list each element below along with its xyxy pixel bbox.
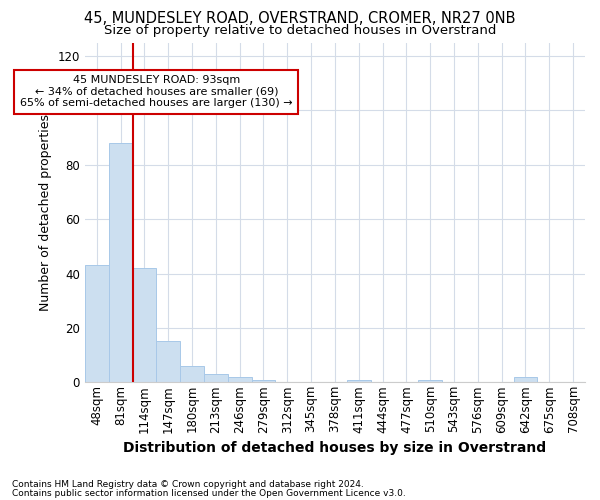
Text: Size of property relative to detached houses in Overstrand: Size of property relative to detached ho… — [104, 24, 496, 37]
Bar — [251, 380, 275, 382]
Y-axis label: Number of detached properties: Number of detached properties — [39, 114, 52, 311]
Bar — [204, 374, 228, 382]
Bar — [133, 268, 157, 382]
X-axis label: Distribution of detached houses by size in Overstrand: Distribution of detached houses by size … — [124, 441, 547, 455]
Bar — [418, 380, 442, 382]
Bar — [109, 143, 133, 382]
Text: 45, MUNDESLEY ROAD, OVERSTRAND, CROMER, NR27 0NB: 45, MUNDESLEY ROAD, OVERSTRAND, CROMER, … — [84, 11, 516, 26]
Text: Contains public sector information licensed under the Open Government Licence v3: Contains public sector information licen… — [12, 488, 406, 498]
Text: Contains HM Land Registry data © Crown copyright and database right 2024.: Contains HM Land Registry data © Crown c… — [12, 480, 364, 489]
Bar — [180, 366, 204, 382]
Bar — [228, 377, 251, 382]
Bar — [514, 377, 538, 382]
Bar — [85, 266, 109, 382]
Text: 45 MUNDESLEY ROAD: 93sqm
← 34% of detached houses are smaller (69)
65% of semi-d: 45 MUNDESLEY ROAD: 93sqm ← 34% of detach… — [20, 75, 293, 108]
Bar — [347, 380, 371, 382]
Bar — [157, 342, 180, 382]
